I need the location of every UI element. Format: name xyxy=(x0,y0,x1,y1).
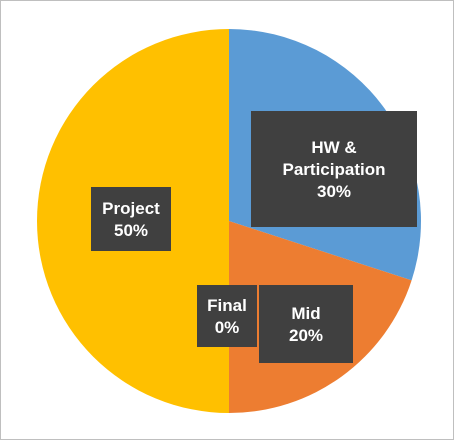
data-label-category: Project xyxy=(102,199,160,218)
data-label-percent: 50% xyxy=(114,221,148,240)
data-label-category: Participation xyxy=(283,160,386,179)
data-label-box xyxy=(259,285,353,363)
data-label-percent: 0% xyxy=(215,318,240,337)
data-label-box xyxy=(251,111,417,227)
data-label-category: HW & xyxy=(311,138,356,157)
data-label-box xyxy=(197,285,257,347)
pie-data-labels: HW & Participation 30% Mid 20% Final 0% Project… xyxy=(91,111,417,363)
data-label-project: Project 50% xyxy=(91,187,171,251)
data-label-box xyxy=(91,187,171,251)
data-label-percent: 20% xyxy=(289,326,323,345)
data-label-hw-participation: HW & Participation 30% xyxy=(251,111,417,227)
data-label-final: Final 0% xyxy=(197,285,257,347)
data-label-category: Final xyxy=(207,296,247,315)
data-label-percent: 30% xyxy=(317,182,351,201)
data-label-category: Mid xyxy=(291,304,320,323)
data-label-mid: Mid 20% xyxy=(259,285,353,363)
